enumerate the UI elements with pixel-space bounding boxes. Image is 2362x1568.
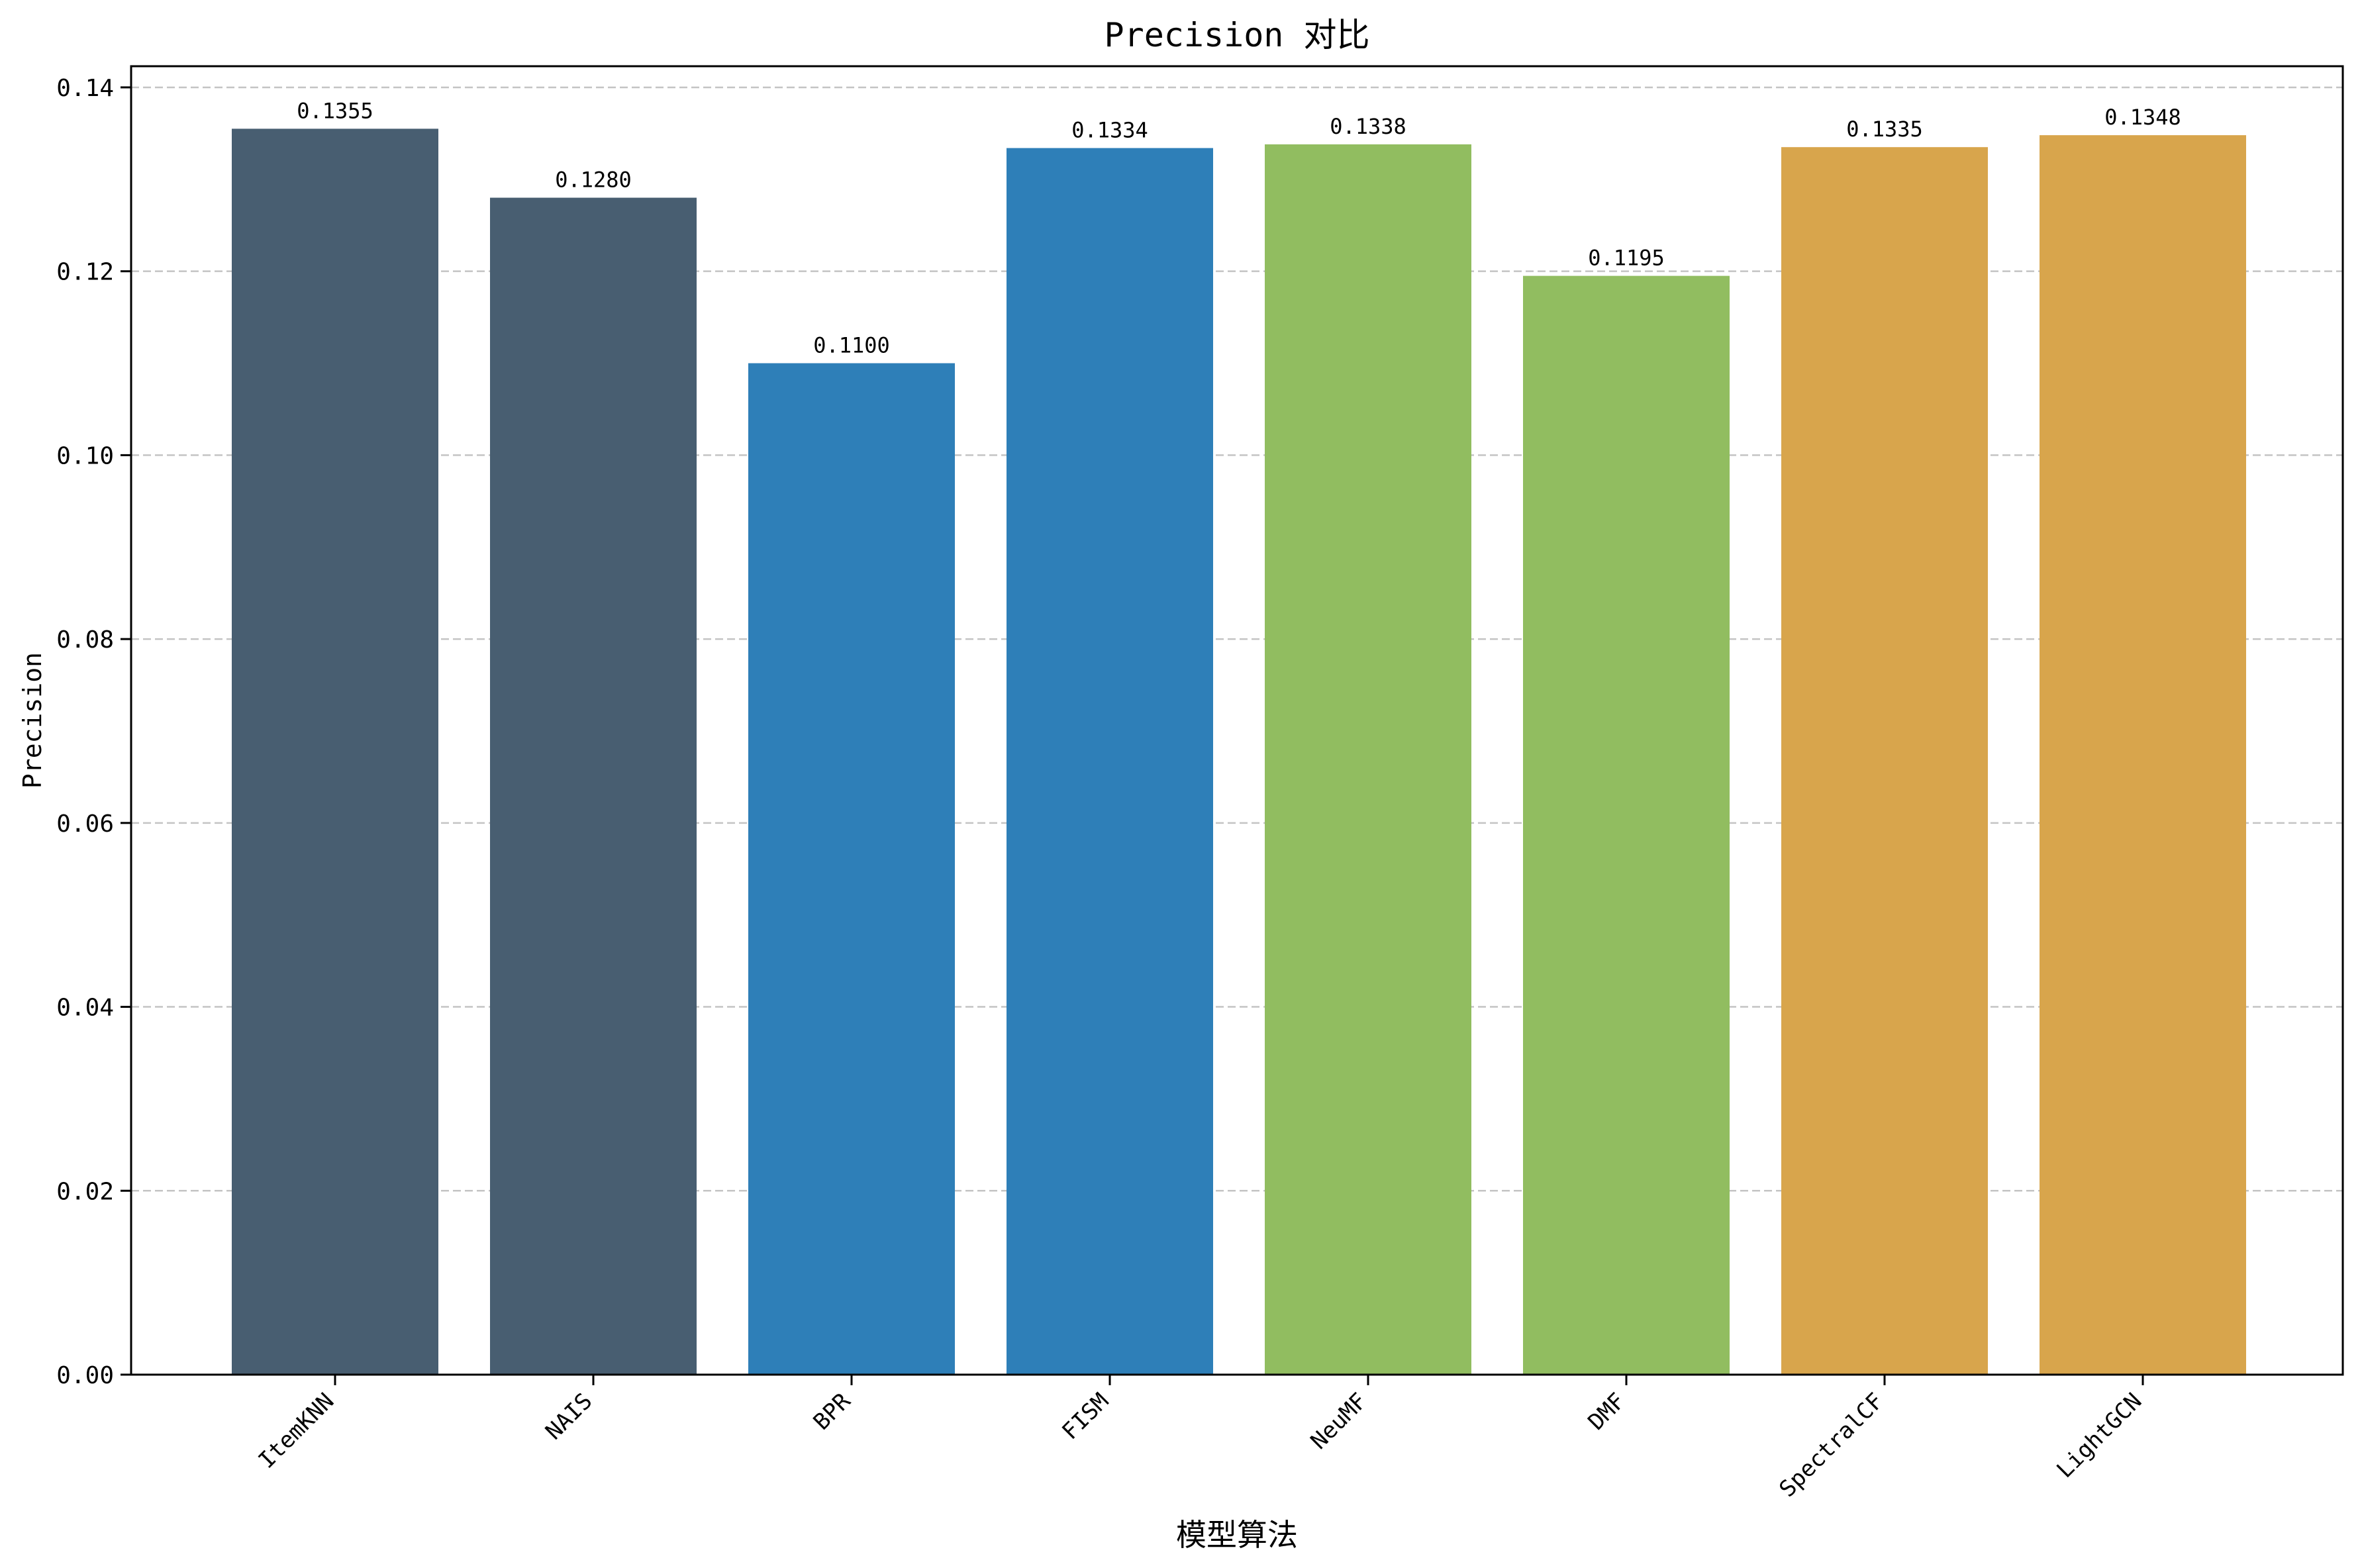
y-tick-label: 0.00 — [56, 1362, 114, 1389]
value-label: 0.1195 — [1588, 246, 1665, 271]
x-tick-label: NeuMF — [1306, 1388, 1373, 1455]
value-label: 0.1334 — [1071, 118, 1148, 143]
bar-spectralcf — [1781, 147, 1988, 1375]
x-tick-label: LightGCN — [2051, 1388, 2147, 1483]
value-label: 0.1280 — [555, 168, 632, 193]
value-label: 0.1338 — [1330, 114, 1406, 139]
y-tick-label: 0.12 — [56, 259, 114, 286]
y-tick-label: 0.04 — [56, 995, 114, 1022]
x-axis: ItemKNN NAIS BPR FISM NeuMF DMF SpectralCF Ligh… — [254, 1375, 2147, 1502]
bar-nais — [490, 197, 697, 1375]
plot-frame — [130, 65, 2344, 1376]
chart-title: Precision 对比 — [1104, 16, 1369, 54]
x-tick-label: NAIS — [540, 1388, 597, 1445]
bar-itemknn — [232, 128, 438, 1375]
y-axis: 0.00 0.02 0.04 0.06 0.08 0.10 0.12 0.14 — [56, 75, 131, 1389]
value-label: 0.1100 — [813, 333, 890, 358]
bar-fism — [1007, 148, 1213, 1375]
x-tick-label: FISM — [1057, 1388, 1114, 1445]
x-tick-label: SpectralCF — [1774, 1388, 1889, 1502]
y-tick-label: 0.06 — [56, 810, 114, 838]
bars — [232, 128, 2246, 1375]
value-labels: 0.1355 0.1280 0.1100 0.1334 0.1338 0.1195 0.13… — [297, 98, 2181, 358]
y-axis-label: Precision — [18, 652, 47, 789]
x-tick-label: DMF — [1583, 1388, 1631, 1436]
bar-neumf — [1265, 144, 1471, 1375]
bar-dmf — [1523, 275, 1730, 1375]
value-label: 0.1355 — [297, 98, 373, 123]
y-tick-label: 0.10 — [56, 442, 114, 469]
bar-lightgcn — [2040, 135, 2246, 1375]
y-tick-label: 0.08 — [56, 626, 114, 654]
value-label: 0.1348 — [2104, 105, 2181, 130]
y-tick-label: 0.14 — [56, 75, 114, 102]
grid-lines — [131, 86, 2343, 1192]
y-tick-label: 0.02 — [56, 1178, 114, 1205]
x-axis-label: 模型算法 — [1176, 1517, 1298, 1553]
x-tick-label: ItemKNN — [254, 1388, 340, 1474]
bar-bpr — [748, 363, 955, 1375]
x-tick-label: BPR — [809, 1388, 856, 1436]
value-label: 0.1335 — [1846, 117, 1923, 142]
